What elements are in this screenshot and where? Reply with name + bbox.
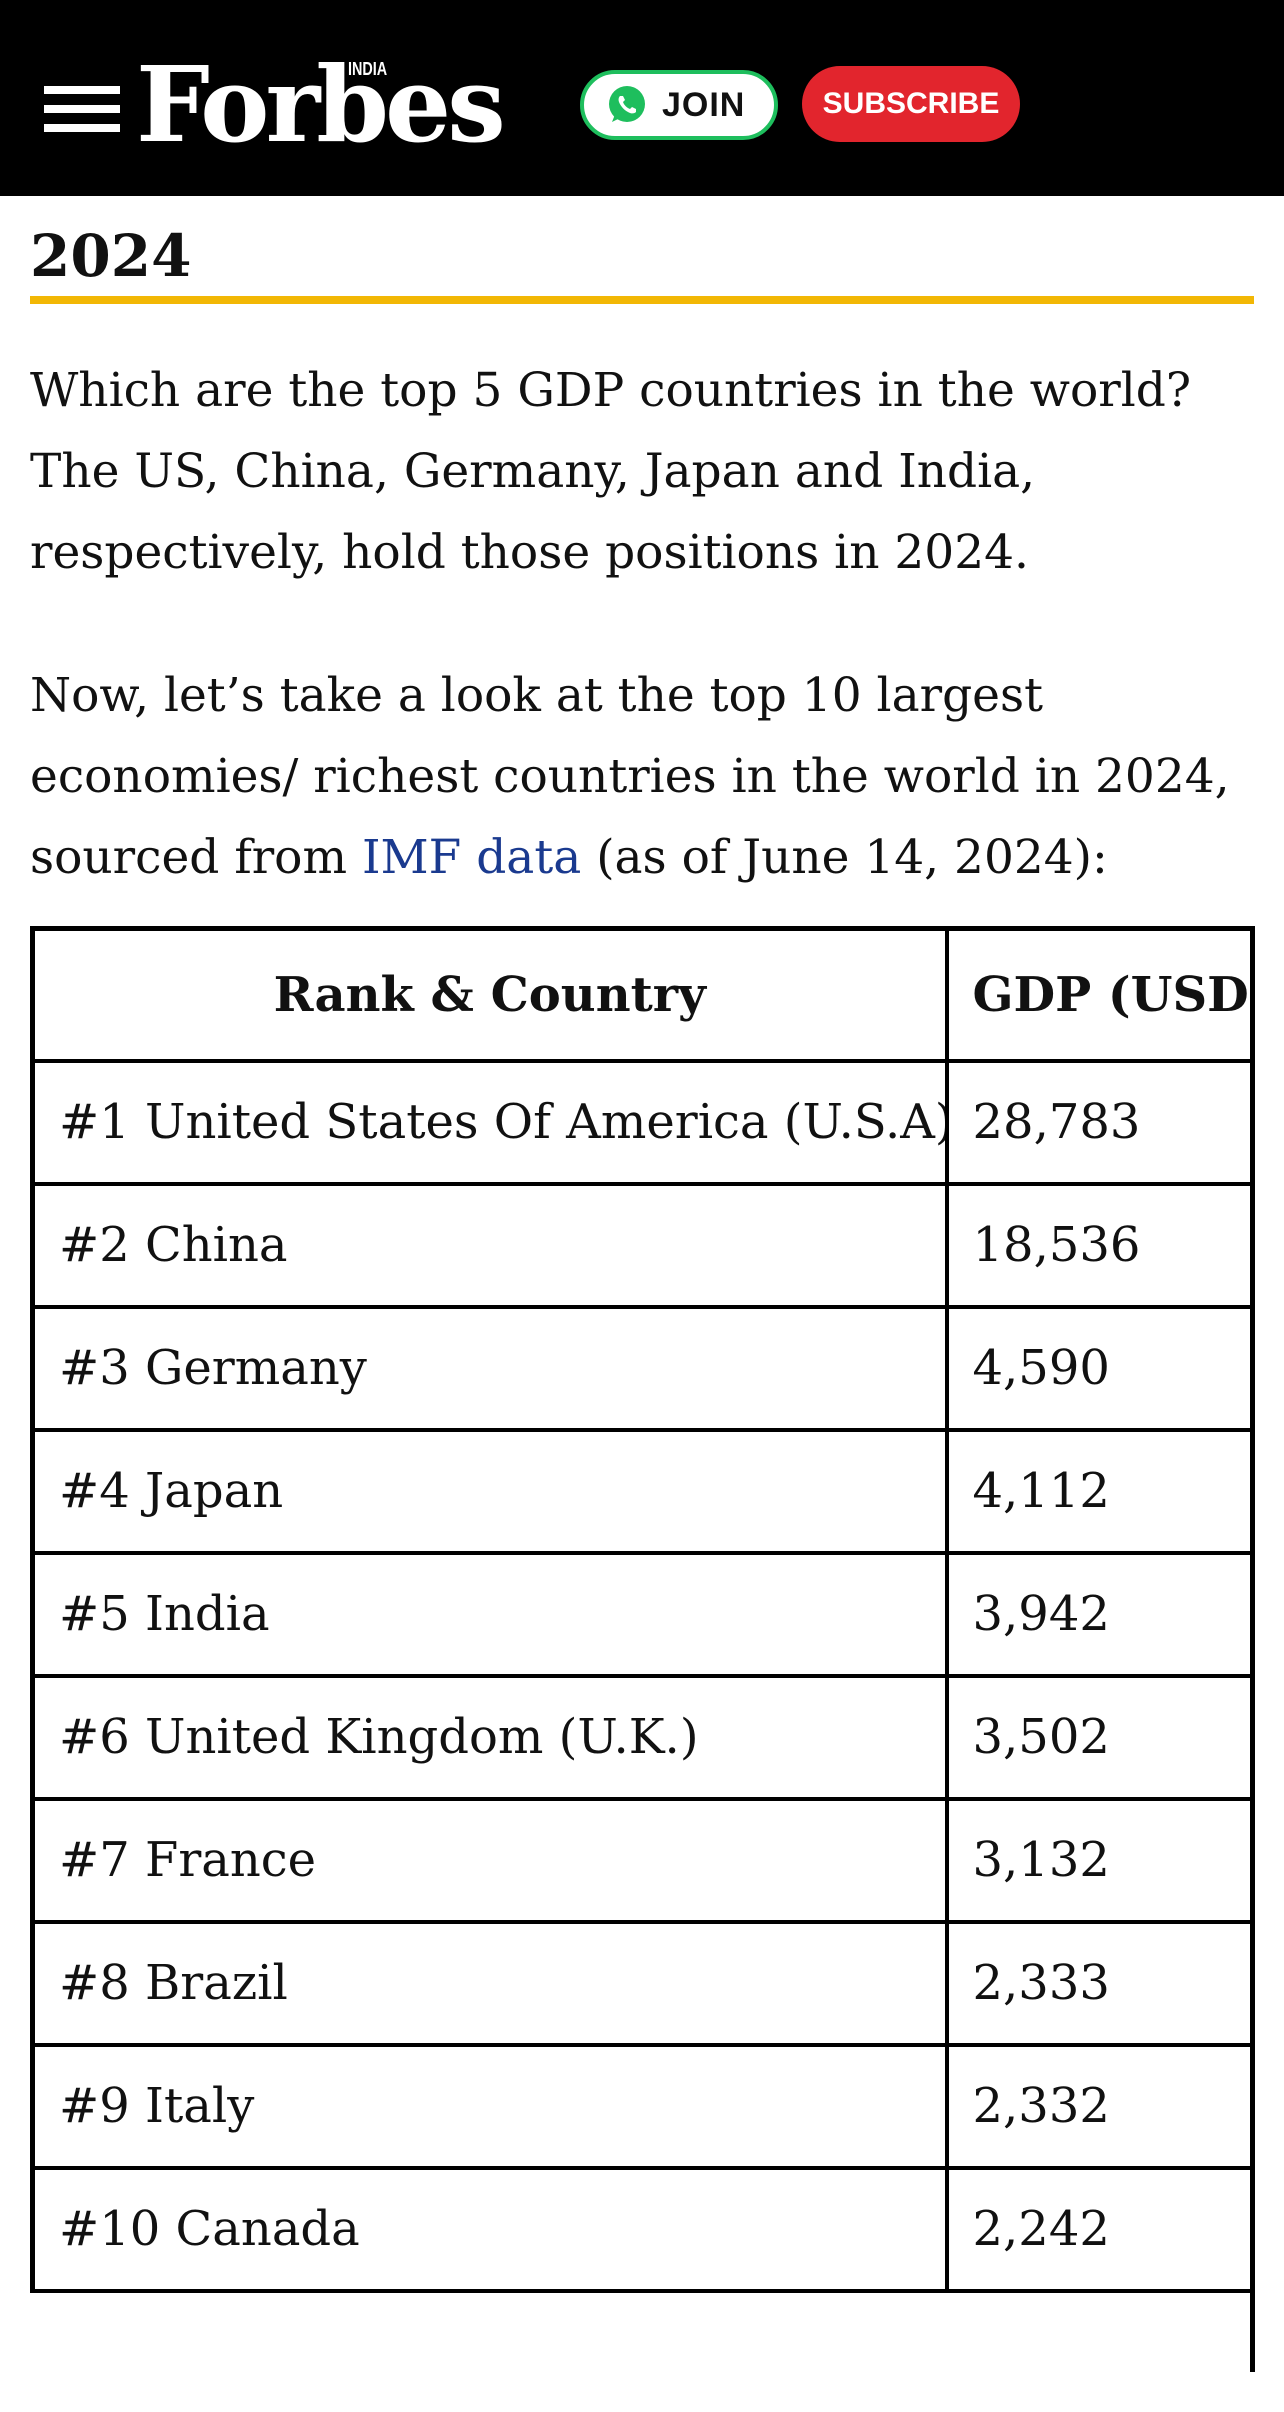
forbes-logo[interactable]: Forbes INDIA: [136, 50, 506, 160]
header-rank-country: Rank & Country: [30, 926, 949, 1063]
country-cell: #8 Brazil: [30, 1919, 949, 2047]
menu-icon[interactable]: [44, 86, 120, 132]
country-cell: #9 Italy: [30, 2042, 949, 2170]
country-cell: #4 Japan: [30, 1427, 949, 1555]
table-row: #1 United States Of America (U.S.A) 28,7…: [30, 1058, 1255, 1186]
intro-paragraph: Which are the top 5 GDP countries in the…: [30, 363, 1192, 580]
site-header: Forbes INDIA JOIN SUBSCRIBE: [0, 0, 1284, 196]
country-cell: #1 United States Of America (U.S.A): [30, 1058, 949, 1186]
whatsapp-icon: [609, 86, 645, 122]
header-gdp: GDP (USD: [944, 926, 1255, 1063]
table-row: #3 Germany 4,590: [30, 1304, 1255, 1432]
logo-edition-label: INDIA: [348, 59, 388, 79]
country-cell: #2 China: [30, 1181, 949, 1309]
gdp-cell: 3,502: [944, 1673, 1255, 1801]
country-cell: #5 India: [30, 1550, 949, 1678]
article-heading-text: 2024: [30, 222, 192, 290]
heading-underline: [30, 296, 1254, 304]
logo-wordmark: Forbes: [136, 43, 506, 166]
gdp-cell: 28,783: [944, 1058, 1255, 1186]
table-intro-text: Now, let’s take a look at the top 10 lar…: [30, 668, 1230, 885]
gdp-cell: 2,242: [944, 2165, 1255, 2293]
gdp-cell: 2,333: [944, 1919, 1255, 2047]
table-scroll-edge: [1250, 926, 1255, 2372]
subscribe-label: SUBSCRIBE: [822, 87, 1000, 120]
table-row: #10 Canada 2,242: [30, 2165, 1255, 2293]
gdp-cell: 4,112: [944, 1427, 1255, 1555]
join-label: JOIN: [662, 85, 746, 124]
imf-data-link[interactable]: IMF data: [361, 830, 582, 885]
table-intro-date: (as of June 14, 2024):: [581, 830, 1108, 885]
table-intro-paragraph: Now, let’s take a look at the top 10 lar…: [30, 655, 1260, 898]
table-row: #7 France 3,132: [30, 1796, 1255, 1924]
country-cell: #6 United Kingdom (U.K.): [30, 1673, 949, 1801]
gdp-cell: 4,590: [944, 1304, 1255, 1432]
gdp-cell: 3,942: [944, 1550, 1255, 1678]
table-row: #9 Italy 2,332: [30, 2042, 1255, 2170]
country-cell: #7 France: [30, 1796, 949, 1924]
gdp-table: Rank & Country GDP (USD #1 United States…: [30, 926, 1255, 2293]
whatsapp-join-button[interactable]: JOIN: [580, 70, 778, 140]
table-header-row: Rank & Country GDP (USD: [30, 926, 1255, 1063]
table-row: #4 Japan 4,112: [30, 1427, 1255, 1555]
table-row: #8 Brazil 2,333: [30, 1919, 1255, 2047]
country-cell: #10 Canada: [30, 2165, 949, 2293]
table-row: #2 China 18,536: [30, 1181, 1255, 1309]
gdp-table-container[interactable]: Rank & Country GDP (USD #1 United States…: [30, 926, 1255, 2372]
gdp-cell: 18,536: [944, 1181, 1255, 1309]
gdp-cell: 3,132: [944, 1796, 1255, 1924]
table-row: #6 United Kingdom (U.K.) 3,502: [30, 1673, 1255, 1801]
table-row: #5 India 3,942: [30, 1550, 1255, 1678]
gdp-cell: 2,332: [944, 2042, 1255, 2170]
country-cell: #3 Germany: [30, 1304, 949, 1432]
subscribe-button[interactable]: SUBSCRIBE: [802, 66, 1020, 142]
